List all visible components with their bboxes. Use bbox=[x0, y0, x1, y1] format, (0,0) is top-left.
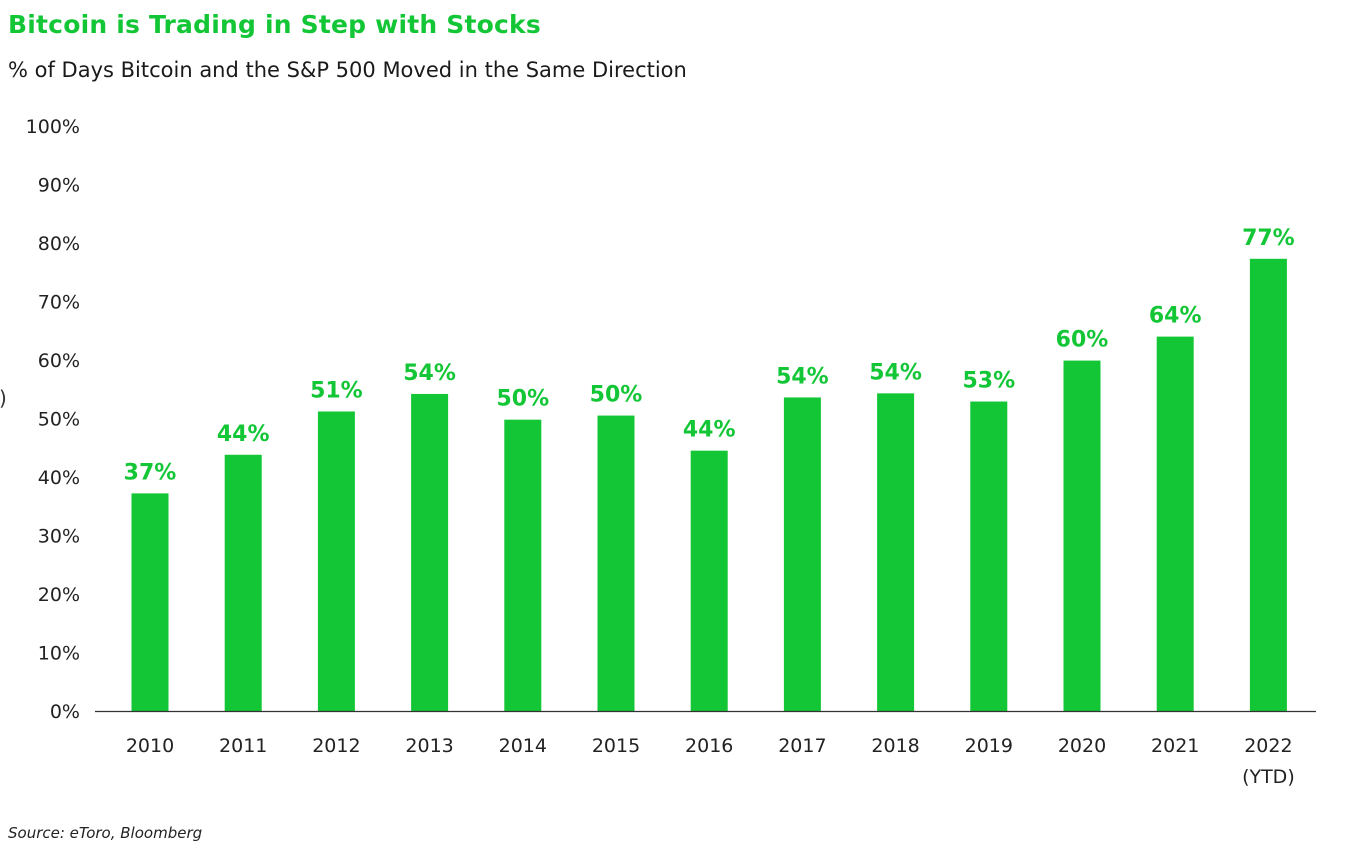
x-tick-label: 2020 bbox=[1058, 735, 1106, 757]
y-tick-label: 70% bbox=[38, 292, 80, 314]
data-label: 51% bbox=[310, 378, 363, 403]
bar bbox=[1156, 336, 1194, 711]
bar bbox=[970, 401, 1008, 711]
data-label: 44% bbox=[683, 418, 736, 443]
y-tick-label: 50% bbox=[38, 409, 80, 431]
y-tick-label: 30% bbox=[38, 526, 80, 548]
x-tick-label: 2018 bbox=[871, 735, 919, 757]
bar bbox=[1249, 258, 1287, 711]
y-tick-label: 20% bbox=[38, 584, 80, 606]
data-label: 50% bbox=[496, 387, 549, 412]
data-label: 37% bbox=[124, 460, 177, 485]
x-tick-label: 2014 bbox=[499, 735, 547, 757]
bar bbox=[877, 393, 915, 711]
data-label: 54% bbox=[869, 360, 922, 385]
x-tick-label: 2016 bbox=[685, 735, 733, 757]
data-label: 77% bbox=[1242, 226, 1295, 251]
x-tick-label: 2013 bbox=[405, 735, 453, 757]
y-tick-label: 0% bbox=[50, 701, 80, 723]
bar bbox=[131, 493, 169, 711]
source-note: Source: eToro, Bloomberg bbox=[8, 824, 203, 842]
data-label: 50% bbox=[590, 383, 643, 408]
bar bbox=[317, 411, 355, 711]
data-label: 54% bbox=[776, 364, 829, 389]
bar bbox=[1063, 360, 1101, 711]
y-tick-label: 90% bbox=[38, 175, 80, 197]
x-tick-label: 2022 bbox=[1244, 735, 1292, 757]
x-tick-label: 2017 bbox=[778, 735, 826, 757]
y-tick-label: 40% bbox=[38, 467, 80, 489]
x-tick-label: 2012 bbox=[312, 735, 360, 757]
bar bbox=[783, 397, 821, 711]
x-tick-label: 2011 bbox=[219, 735, 267, 757]
chart-title: Bitcoin is Trading in Step with Stocks bbox=[8, 10, 541, 39]
bar bbox=[597, 415, 635, 711]
x-tick-label: 2010 bbox=[126, 735, 174, 757]
data-label: 60% bbox=[1056, 328, 1109, 353]
data-label: 64% bbox=[1149, 304, 1202, 329]
data-label: 54% bbox=[403, 361, 456, 386]
x-tick-label: 2015 bbox=[592, 735, 640, 757]
clipped-axis-label: ) bbox=[0, 386, 7, 410]
bar bbox=[224, 454, 262, 711]
y-tick-label: 60% bbox=[38, 350, 80, 372]
y-tick-label: 80% bbox=[38, 233, 80, 255]
data-label: 44% bbox=[217, 422, 270, 447]
bar bbox=[504, 419, 542, 711]
x-tick-label: 2019 bbox=[965, 735, 1013, 757]
bar bbox=[411, 393, 449, 711]
x-tick-label: 2021 bbox=[1151, 735, 1199, 757]
chart-subtitle: % of Days Bitcoin and the S&P 500 Moved … bbox=[8, 58, 687, 82]
y-tick-label: 10% bbox=[38, 643, 80, 665]
data-label: 53% bbox=[962, 369, 1015, 394]
y-tick-label: 100% bbox=[26, 116, 80, 138]
x-tick-label: (YTD) bbox=[1242, 766, 1295, 788]
bar bbox=[690, 450, 728, 711]
